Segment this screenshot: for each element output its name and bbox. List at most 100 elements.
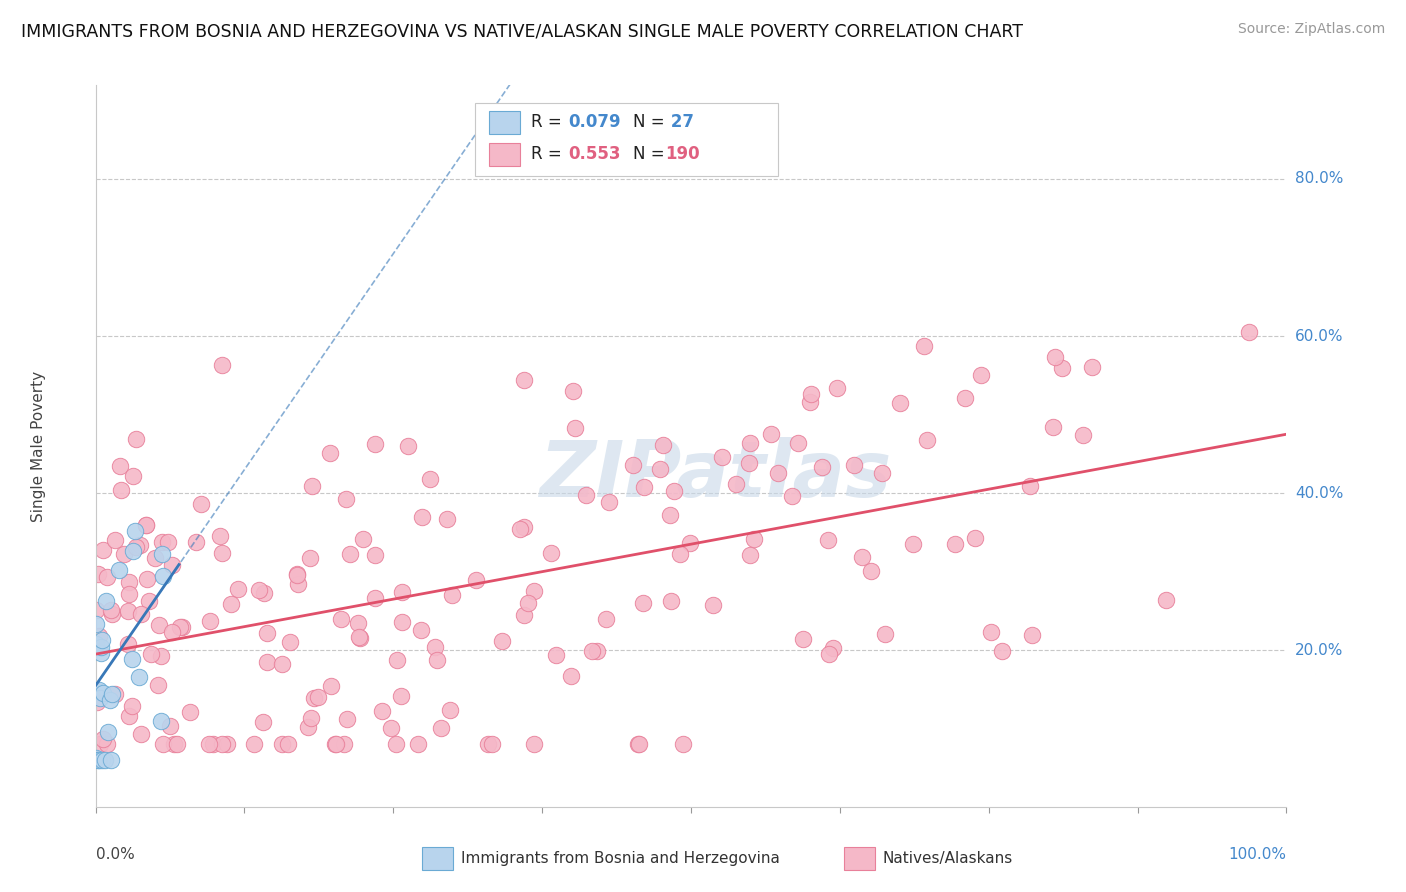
Point: [560, 669, 582, 683]
Point: [436, 511, 458, 525]
Point: [391, 615, 413, 629]
Point: [150, 648, 173, 663]
Point: [648, 462, 671, 476]
Point: [219, 597, 242, 611]
Point: [658, 508, 681, 523]
Point: [991, 643, 1014, 657]
Point: [912, 338, 935, 352]
Point: [278, 635, 301, 649]
Text: 0.079: 0.079: [568, 113, 620, 131]
Point: [842, 458, 865, 472]
Point: [285, 568, 308, 582]
Point: [875, 627, 897, 641]
Point: [1081, 360, 1104, 375]
Point: [980, 625, 1002, 640]
Point: [513, 373, 536, 387]
Point: [512, 520, 534, 534]
Point: [121, 651, 143, 665]
Point: [129, 607, 152, 621]
Point: [672, 738, 695, 752]
Point: [91, 686, 114, 700]
Point: [100, 753, 122, 767]
Point: [179, 706, 201, 720]
Point: [124, 524, 146, 539]
Point: [711, 450, 734, 464]
Point: [146, 678, 169, 692]
Point: [380, 721, 402, 735]
Point: [243, 738, 266, 752]
Point: [516, 596, 538, 610]
Point: [87, 753, 110, 767]
Point: [1071, 427, 1094, 442]
Point: [143, 551, 166, 566]
Point: [659, 594, 682, 608]
Point: [247, 583, 270, 598]
Point: [319, 446, 342, 460]
Point: [90, 646, 112, 660]
Point: [160, 624, 183, 639]
Point: [252, 715, 274, 730]
Point: [131, 727, 153, 741]
Point: [307, 690, 329, 705]
Point: [628, 738, 651, 752]
Point: [364, 437, 387, 451]
Point: [426, 653, 449, 667]
Point: [440, 588, 463, 602]
Point: [117, 604, 139, 618]
Point: [285, 567, 308, 582]
Point: [425, 640, 447, 654]
Point: [598, 495, 620, 509]
Text: R =: R =: [531, 113, 568, 131]
Point: [125, 433, 148, 447]
Point: [107, 563, 129, 577]
Text: 100.0%: 100.0%: [1229, 847, 1286, 862]
Point: [818, 647, 841, 661]
Point: [84, 637, 107, 651]
Point: [198, 737, 221, 751]
Text: 80.0%: 80.0%: [1295, 171, 1343, 186]
Point: [138, 594, 160, 608]
Point: [546, 648, 568, 662]
Point: [1021, 627, 1043, 641]
Point: [91, 543, 114, 558]
Point: [325, 738, 347, 752]
Point: [270, 657, 292, 672]
Point: [122, 544, 145, 558]
Point: [110, 458, 132, 473]
Point: [385, 653, 408, 667]
Point: [917, 434, 939, 448]
Point: [117, 575, 139, 590]
Text: 0.553: 0.553: [568, 145, 620, 163]
Point: [740, 548, 762, 562]
Point: [825, 381, 848, 395]
Point: [211, 738, 233, 752]
Point: [851, 549, 873, 564]
Point: [152, 569, 174, 583]
Point: [124, 540, 146, 554]
Point: [159, 719, 181, 733]
Point: [86, 617, 108, 632]
Point: [1154, 593, 1177, 607]
Point: [523, 584, 546, 599]
Point: [129, 538, 152, 552]
Point: [1042, 419, 1064, 434]
Point: [364, 549, 387, 563]
Point: [623, 458, 645, 472]
Point: [702, 598, 724, 612]
Point: [287, 576, 309, 591]
Point: [963, 532, 986, 546]
Point: [122, 469, 145, 483]
Point: [631, 596, 654, 610]
Point: [149, 714, 172, 728]
Point: [94, 753, 117, 767]
Point: [335, 491, 357, 506]
Point: [298, 550, 321, 565]
Point: [135, 517, 157, 532]
Text: Natives/Alaskans: Natives/Alaskans: [883, 851, 1014, 865]
Point: [336, 712, 359, 726]
Point: [101, 607, 124, 622]
Point: [540, 546, 562, 560]
Point: [86, 750, 108, 764]
Point: [91, 633, 114, 648]
Point: [190, 497, 212, 511]
